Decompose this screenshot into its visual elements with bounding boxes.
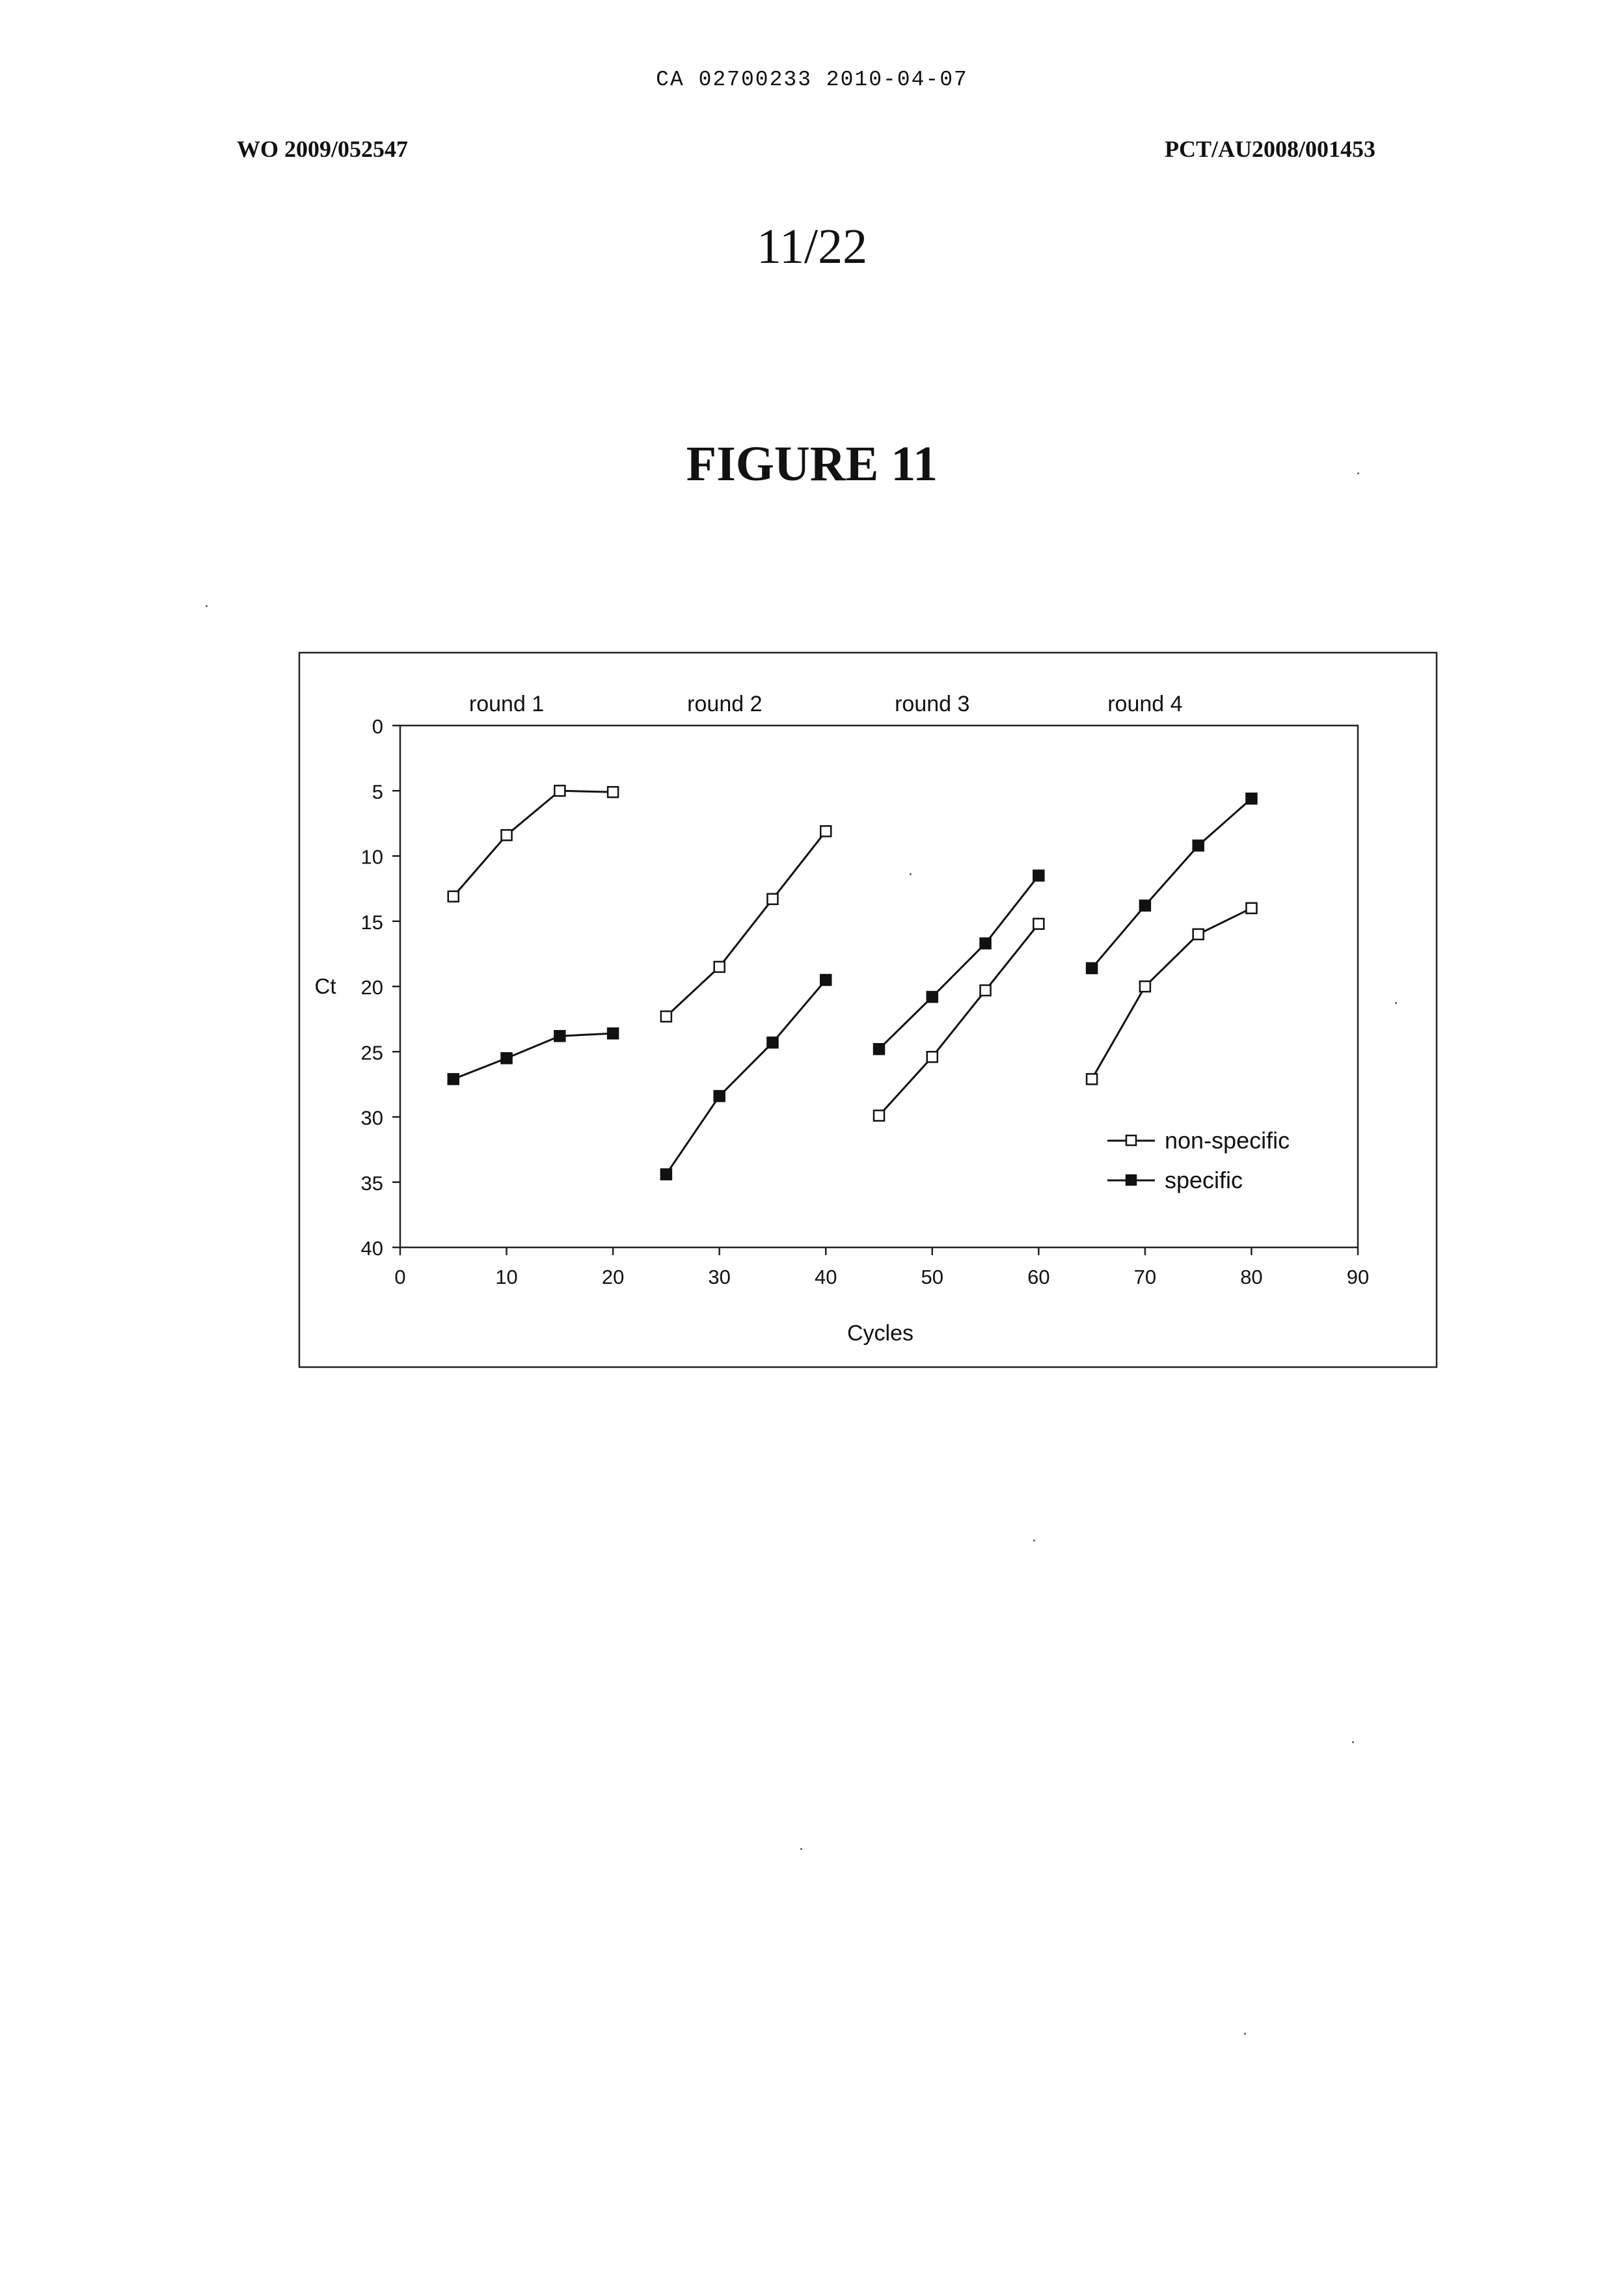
scan-speck (1357, 472, 1359, 474)
y-tick-label: 20 (361, 976, 383, 999)
x-tick-label: 80 (1240, 1266, 1262, 1288)
x-tick-label: 30 (708, 1266, 730, 1288)
scan-speck (1352, 1741, 1354, 1743)
y-tick-label: 10 (361, 846, 383, 869)
x-tick-label: 70 (1134, 1266, 1156, 1288)
data-point-non-specific (608, 787, 618, 797)
data-point-non-specific (1193, 929, 1204, 940)
round-label: round 3 (895, 692, 969, 716)
data-point-non-specific (502, 830, 512, 840)
data-point-non-specific (820, 826, 831, 836)
data-point-specific (714, 1091, 725, 1101)
y-tick-label: 35 (361, 1172, 383, 1195)
data-point-non-specific (981, 985, 991, 996)
x-tick-label: 50 (921, 1266, 943, 1288)
data-point-specific (448, 1074, 459, 1084)
data-point-specific (981, 938, 991, 949)
y-tick-label: 40 (361, 1237, 383, 1260)
legend-marker-non-specific (1126, 1135, 1136, 1145)
scan-speck (1033, 1540, 1035, 1542)
round-label: round 4 (1107, 692, 1182, 716)
y-axis-label: Ct (315, 974, 336, 998)
y-tick-label: 5 (372, 780, 383, 803)
round-label: round 1 (469, 692, 544, 716)
series-line-specific (453, 1033, 613, 1079)
data-point-specific (820, 975, 831, 985)
x-tick-label: 20 (602, 1266, 624, 1288)
y-tick-label: 15 (361, 911, 383, 934)
data-point-non-specific (927, 1052, 938, 1062)
data-point-non-specific (1087, 1074, 1097, 1084)
data-point-specific (1193, 840, 1204, 850)
x-tick-label: 60 (1027, 1266, 1049, 1288)
data-point-non-specific (1246, 903, 1256, 914)
data-point-non-specific (714, 962, 725, 972)
data-point-specific (767, 1037, 778, 1048)
data-point-specific (874, 1044, 884, 1054)
series-line-non-specific (666, 831, 826, 1016)
x-axis-label: Cycles (847, 1321, 914, 1346)
series-line-specific (1092, 798, 1251, 968)
y-tick-label: 30 (361, 1107, 383, 1130)
series-line-non-specific (1092, 908, 1251, 1080)
data-point-specific (1246, 793, 1256, 804)
data-point-specific (927, 992, 938, 1002)
data-point-specific (1140, 901, 1150, 911)
x-tick-label: 10 (495, 1266, 517, 1288)
legend-label-specific: specific (1165, 1167, 1243, 1193)
data-point-non-specific (661, 1011, 671, 1022)
series-line-non-specific (453, 791, 613, 896)
chart-outer-frame (299, 653, 1437, 1367)
round-label: round 2 (687, 692, 762, 716)
data-point-non-specific (1033, 919, 1044, 929)
data-point-specific (502, 1053, 512, 1063)
data-point-non-specific (1140, 981, 1150, 992)
x-tick-label: 90 (1347, 1266, 1369, 1288)
data-point-specific (1087, 963, 1097, 973)
x-tick-label: 0 (394, 1266, 405, 1288)
data-point-non-specific (554, 785, 565, 796)
scan-speck (206, 605, 208, 607)
data-point-non-specific (448, 891, 459, 902)
data-point-specific (1033, 871, 1044, 881)
data-point-non-specific (874, 1110, 884, 1121)
scan-speck (910, 873, 912, 875)
legend-marker-specific (1126, 1175, 1136, 1185)
legend-label-non-specific: non-specific (1165, 1127, 1290, 1154)
y-tick-label: 0 (372, 715, 383, 738)
scan-speck (1395, 1002, 1397, 1004)
data-point-non-specific (767, 894, 778, 904)
scan-speck (1244, 2033, 1246, 2035)
series-line-specific (666, 980, 826, 1175)
series-line-non-specific (879, 924, 1038, 1116)
data-point-specific (608, 1028, 618, 1039)
data-point-specific (661, 1169, 671, 1180)
y-tick-label: 25 (361, 1041, 383, 1064)
data-point-specific (554, 1031, 565, 1041)
legend: non-specific specific (1107, 1127, 1290, 1193)
scan-speck (800, 1848, 802, 1850)
x-tick-label: 40 (815, 1266, 837, 1288)
